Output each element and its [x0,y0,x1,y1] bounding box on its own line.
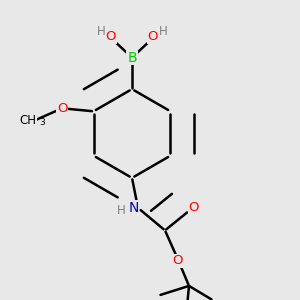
Text: O: O [106,30,116,43]
Text: 3: 3 [39,118,45,127]
Text: O: O [57,102,67,115]
Text: O: O [172,254,182,268]
Text: N: N [128,201,139,215]
Text: H: H [97,25,106,38]
Text: O: O [188,201,199,214]
Text: B: B [127,51,137,64]
Text: O: O [148,30,158,43]
Text: H: H [158,25,167,38]
Text: H: H [117,204,126,218]
Text: CH: CH [19,114,36,127]
